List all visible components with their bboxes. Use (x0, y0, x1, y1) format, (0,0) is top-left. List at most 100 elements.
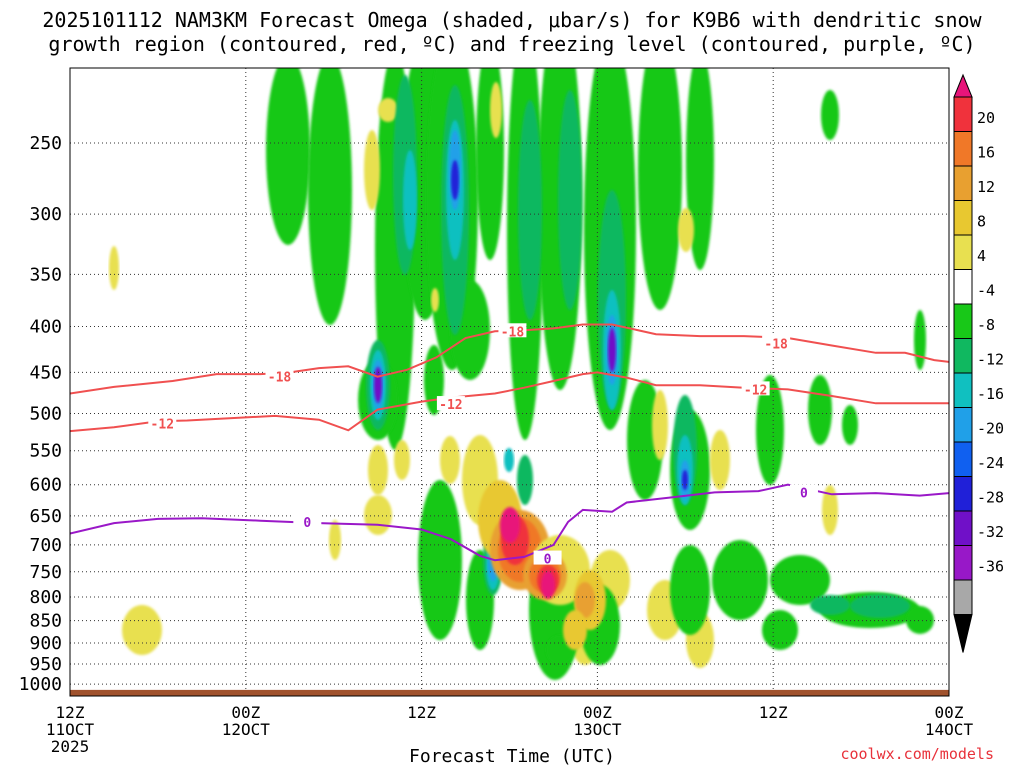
colorbar-label: -20 (977, 419, 1004, 437)
omega-blob (822, 485, 838, 535)
omega-blob (504, 448, 514, 472)
omega-blob (266, 68, 310, 245)
omega-blob (842, 405, 858, 445)
contour-label: 0 (544, 553, 552, 568)
colorbar-swatch (953, 545, 973, 581)
x-tick-label: 00Z (935, 703, 964, 722)
omega-blob (329, 520, 341, 560)
y-tick-label: 950 (29, 654, 62, 675)
omega-blob (490, 82, 502, 138)
contour-label-bg (741, 381, 770, 396)
contour-label-bg (148, 415, 177, 430)
omega-blob (682, 470, 688, 490)
colorbar-label: 8 (977, 212, 986, 230)
x-tick-label: 12Z (56, 703, 85, 722)
x-tick-label: 12Z (407, 703, 436, 722)
contour-label: 0 (800, 486, 808, 501)
colorbar-swatch (953, 269, 973, 305)
colorbar-label: -8 (977, 316, 995, 334)
omega-blob (575, 582, 595, 618)
omega-blob (608, 328, 616, 372)
contour-label: -12 (439, 398, 462, 413)
colorbar-cap-bottom (953, 614, 973, 653)
colorbar-swatch (953, 303, 973, 339)
colorbar-swatch (953, 510, 973, 546)
colorbar-swatch (953, 372, 973, 408)
omega-blob (808, 375, 832, 445)
y-tick-label: 650 (29, 506, 62, 527)
omega-blob (850, 594, 910, 618)
omega-blob (451, 160, 459, 200)
x-tick-label: 13OCT (573, 720, 622, 739)
y-tick-label: 300 (29, 204, 62, 225)
colorbar-label: -36 (977, 557, 1004, 575)
omega-blob (756, 375, 784, 485)
colorbar-label: 12 (977, 178, 995, 196)
omega-blob (770, 555, 830, 605)
contour-line (70, 371, 949, 433)
omega-blob (308, 68, 352, 325)
y-tick-label: 500 (29, 404, 62, 425)
colorbar-swatch (953, 579, 973, 615)
omega-blob (364, 495, 392, 535)
omega-blob (517, 455, 533, 505)
colorbar-label: -28 (977, 488, 1004, 506)
omega-blob (762, 610, 798, 650)
colorbar: 20 16 12 8 4 -4 -8 -12 -16 -20 -24 -28 -32 -36 (953, 73, 1004, 653)
omega-blob (378, 98, 398, 122)
x-tick-label: 12OCT (222, 720, 271, 739)
omega-blob (394, 440, 410, 480)
x-tick-label: 00Z (231, 703, 260, 722)
y-tick-label: 700 (29, 535, 62, 556)
colorbar-swatch (953, 441, 973, 477)
colorbar-label: -24 (977, 454, 1004, 472)
colorbar-label: -32 (977, 523, 1004, 541)
chart-title-line-2: growth region (contoured, red, ºC) and f… (48, 32, 976, 56)
omega-blob (440, 436, 460, 484)
omega-blob (652, 390, 668, 460)
colorbar-swatch (953, 476, 973, 512)
contour-label-bg (533, 550, 562, 565)
omega-blob (906, 606, 934, 634)
omega-blob (914, 310, 926, 370)
colorbar-swatch (953, 131, 973, 167)
terrain-bar (70, 689, 949, 696)
omega-blob (712, 540, 768, 620)
y-tick-label: 800 (29, 587, 62, 608)
omega-blob (810, 595, 850, 615)
site-credit: coolwx.com/models (840, 745, 994, 763)
omega-blob (109, 246, 119, 290)
colorbar-swatch (953, 200, 973, 236)
contour-label: -12 (744, 383, 767, 398)
contour-label-bg (789, 484, 818, 499)
omega-blob (368, 445, 388, 495)
omega-blob (500, 507, 520, 543)
plot-gridlines (70, 68, 949, 696)
contour-label: -18 (764, 338, 788, 353)
colorbar-cap-top (953, 73, 973, 98)
y-tick-label: 250 (29, 133, 62, 154)
omega-blob (431, 288, 439, 312)
x-tick-label: 2025 (51, 737, 90, 756)
colorbar-label: -4 (977, 281, 995, 299)
y-tick-label: 750 (29, 562, 62, 583)
contour-label: -12 (151, 418, 174, 433)
contour-lines: -18 -18 -18 -12 -12 -12 0 0 0 (70, 323, 949, 568)
y-tick-label: 350 (29, 264, 62, 285)
contour-line (70, 483, 949, 562)
omega-blob (710, 430, 730, 490)
colorbar-label: 20 (977, 109, 995, 127)
colorbar-swatch (953, 407, 973, 443)
colorbar-swatch (953, 234, 973, 270)
ground-surface (70, 689, 949, 696)
contour-line (70, 323, 949, 395)
omega-blob (678, 208, 694, 252)
colorbar-swatch (953, 165, 973, 201)
y-tick-label: 450 (29, 362, 62, 383)
omega-shading (109, 68, 934, 680)
colorbar-swatch (953, 338, 973, 374)
x-axis-title: Forecast Time (UTC) (409, 746, 615, 767)
colorbar-label: -16 (977, 385, 1004, 403)
y-tick-label: 600 (29, 475, 62, 496)
omega-blob (476, 68, 504, 260)
